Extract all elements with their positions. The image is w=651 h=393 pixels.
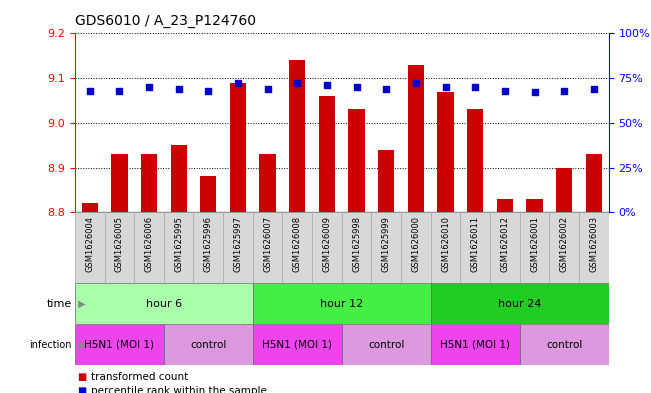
Text: GSM1625999: GSM1625999 — [381, 216, 391, 272]
Point — [589, 86, 599, 92]
Point — [411, 80, 421, 86]
Bar — [134, 212, 164, 283]
Point — [322, 82, 332, 88]
Point — [352, 84, 362, 90]
Text: GSM1626005: GSM1626005 — [115, 216, 124, 272]
Text: GSM1625996: GSM1625996 — [204, 216, 213, 272]
Point — [144, 84, 154, 90]
Text: GSM1626009: GSM1626009 — [322, 216, 331, 272]
Bar — [527, 199, 543, 212]
Bar — [467, 109, 484, 212]
Point — [292, 80, 303, 86]
Point — [559, 88, 570, 94]
Text: ■: ■ — [78, 372, 90, 382]
Text: GSM1625995: GSM1625995 — [174, 216, 183, 272]
Text: GSM1625998: GSM1625998 — [352, 216, 361, 272]
Bar — [579, 212, 609, 283]
Text: GSM1626011: GSM1626011 — [471, 216, 480, 272]
Bar — [81, 203, 98, 212]
Bar — [193, 212, 223, 283]
Text: ▶: ▶ — [75, 340, 85, 350]
Text: H5N1 (MOI 1): H5N1 (MOI 1) — [440, 340, 510, 350]
Bar — [171, 145, 187, 212]
Text: GSM1626002: GSM1626002 — [560, 216, 569, 272]
Bar — [253, 283, 431, 324]
Bar — [164, 212, 193, 283]
Text: hour 6: hour 6 — [146, 299, 182, 309]
Bar — [75, 212, 105, 283]
Bar — [586, 154, 602, 212]
Text: percentile rank within the sample: percentile rank within the sample — [91, 386, 267, 393]
Bar — [230, 83, 246, 212]
Text: infection: infection — [29, 340, 72, 350]
Point — [500, 88, 510, 94]
Point — [529, 89, 540, 95]
Text: control: control — [546, 340, 583, 350]
Bar — [401, 212, 431, 283]
Text: time: time — [46, 299, 72, 309]
Text: ▶: ▶ — [75, 299, 85, 309]
Point — [203, 88, 214, 94]
Bar — [312, 212, 342, 283]
Point — [173, 86, 184, 92]
Text: hour 24: hour 24 — [498, 299, 542, 309]
Text: GSM1626012: GSM1626012 — [501, 216, 509, 272]
Bar — [283, 212, 312, 283]
Bar — [75, 324, 164, 365]
Bar — [289, 60, 305, 212]
Bar — [490, 212, 519, 283]
Text: GSM1626004: GSM1626004 — [85, 216, 94, 272]
Bar — [372, 212, 401, 283]
Text: hour 12: hour 12 — [320, 299, 363, 309]
Point — [262, 86, 273, 92]
Text: GSM1626001: GSM1626001 — [530, 216, 539, 272]
Bar — [342, 324, 431, 365]
Bar — [431, 324, 519, 365]
Bar — [437, 92, 454, 212]
Bar — [431, 212, 460, 283]
Bar — [141, 154, 157, 212]
Bar — [253, 324, 342, 365]
Text: GSM1625997: GSM1625997 — [234, 216, 242, 272]
Text: GSM1626010: GSM1626010 — [441, 216, 450, 272]
Bar — [260, 154, 276, 212]
Bar — [519, 212, 549, 283]
Bar — [253, 212, 283, 283]
Point — [381, 86, 391, 92]
Bar — [519, 324, 609, 365]
Text: ■: ■ — [78, 386, 90, 393]
Bar — [556, 167, 572, 212]
Bar — [408, 65, 424, 212]
Bar — [105, 212, 134, 283]
Point — [114, 88, 124, 94]
Text: H5N1 (MOI 1): H5N1 (MOI 1) — [262, 340, 332, 350]
Point — [440, 84, 450, 90]
Text: GSM1626000: GSM1626000 — [411, 216, 421, 272]
Bar — [111, 154, 128, 212]
Bar — [319, 96, 335, 212]
Bar — [378, 150, 395, 212]
Point — [85, 88, 95, 94]
Bar — [342, 212, 372, 283]
Point — [470, 84, 480, 90]
Bar — [223, 212, 253, 283]
Point — [233, 80, 243, 86]
Text: GSM1626008: GSM1626008 — [293, 216, 302, 272]
Text: H5N1 (MOI 1): H5N1 (MOI 1) — [85, 340, 154, 350]
Text: transformed count: transformed count — [91, 372, 188, 382]
Bar — [431, 283, 609, 324]
Text: control: control — [190, 340, 227, 350]
Bar — [348, 109, 365, 212]
Bar — [164, 324, 253, 365]
Text: GSM1626007: GSM1626007 — [263, 216, 272, 272]
Bar — [497, 199, 513, 212]
Bar — [75, 283, 253, 324]
Text: GSM1626003: GSM1626003 — [589, 216, 598, 272]
Bar — [549, 212, 579, 283]
Text: GDS6010 / A_23_P124760: GDS6010 / A_23_P124760 — [75, 14, 256, 28]
Text: GSM1626006: GSM1626006 — [145, 216, 154, 272]
Text: control: control — [368, 340, 404, 350]
Bar — [460, 212, 490, 283]
Bar — [200, 176, 217, 212]
